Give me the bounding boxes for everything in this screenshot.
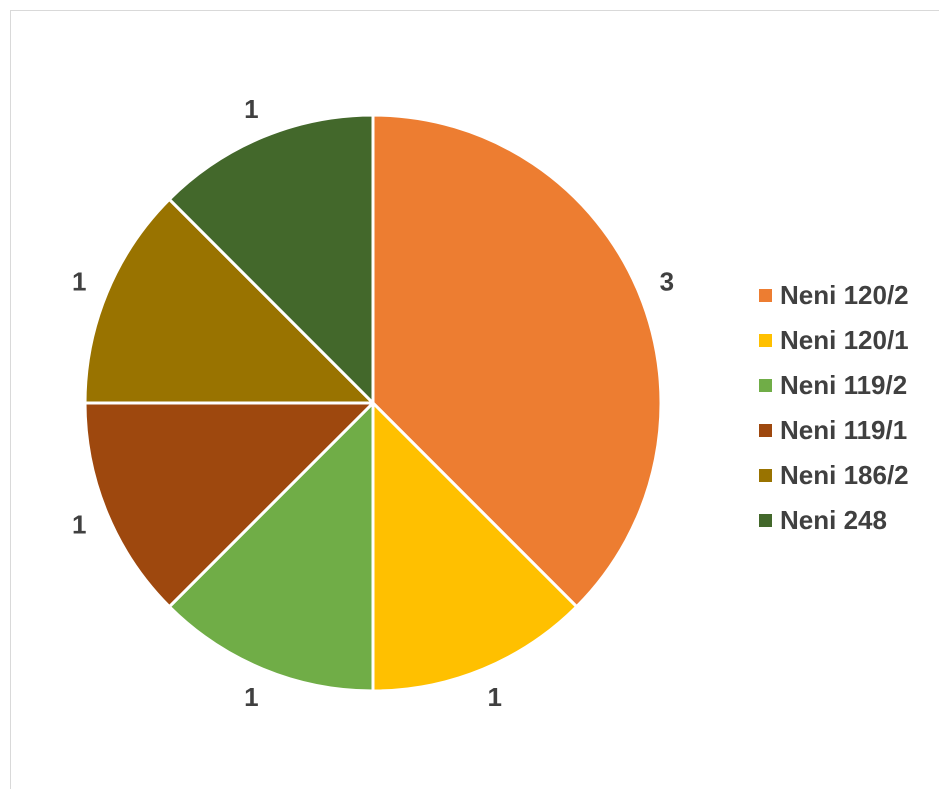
legend-label: Neni 119/2 (780, 370, 908, 400)
data-labels: 3 1 1 1 1 1 (72, 94, 674, 712)
pie-slice[interactable] (167, 113, 375, 405)
pie-chart: 3 1 1 1 1 1 (72, 94, 674, 712)
legend-swatch (759, 379, 772, 392)
legend-item[interactable]: Neni 119/1 (759, 408, 909, 453)
legend-label: Neni 119/1 (780, 415, 908, 445)
pie-slice[interactable] (167, 401, 375, 693)
legend: Neni 120/2 Neni 120/1 Neni 119/2 Neni 11… (759, 273, 909, 543)
legend-label: Neni 248 (780, 505, 887, 535)
legend-swatch (759, 334, 772, 347)
data-label: 1 (487, 682, 501, 712)
pie-slice[interactable] (371, 401, 579, 693)
legend-swatch (759, 424, 772, 437)
legend-item[interactable]: Neni 120/2 (759, 273, 909, 318)
legend-item[interactable]: Neni 248 (759, 498, 909, 543)
pie-slice[interactable] (83, 401, 375, 609)
data-label: 1 (244, 94, 258, 124)
legend-swatch (759, 469, 772, 482)
pie-slice[interactable] (83, 197, 375, 405)
legend-swatch (759, 289, 772, 302)
data-label: 1 (244, 682, 258, 712)
pie-slice[interactable] (371, 113, 663, 609)
legend-item[interactable]: Neni 119/2 (759, 363, 909, 408)
legend-item[interactable]: Neni 120/1 (759, 318, 909, 363)
pie-slices (83, 113, 663, 693)
data-label: 3 (660, 266, 674, 296)
data-label: 1 (72, 510, 86, 540)
legend-swatch (759, 514, 772, 527)
data-label: 1 (72, 266, 86, 296)
legend-item[interactable]: Neni 186/2 (759, 453, 909, 498)
legend-label: Neni 120/2 (780, 280, 909, 310)
chart-area: 3 1 1 1 1 1 Neni 120/2 Neni 120/1 Neni 119/2 … (10, 10, 939, 789)
legend-label: Neni 120/1 (780, 325, 909, 355)
legend-label: Neni 186/2 (780, 460, 909, 490)
